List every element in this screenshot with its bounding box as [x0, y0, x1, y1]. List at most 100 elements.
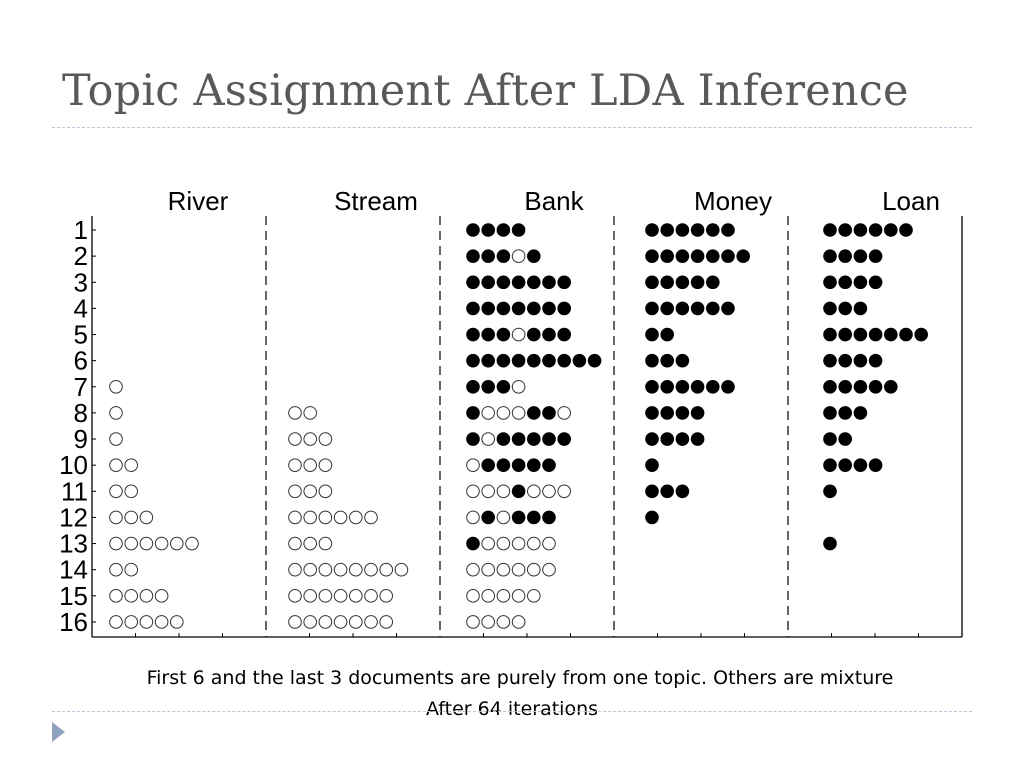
- row-label: 13: [59, 529, 88, 559]
- footer-divider: [52, 711, 972, 712]
- open-dot: [364, 589, 378, 603]
- filled-dot: [645, 510, 659, 525]
- open-dot: [154, 589, 169, 603]
- open-dot: [379, 589, 394, 603]
- filled-dot: [527, 353, 541, 368]
- filled-dot: [884, 379, 898, 394]
- open-dot: [511, 589, 526, 603]
- filled-dot: [675, 379, 690, 394]
- filled-dot: [823, 223, 837, 237]
- filled-dot: [645, 406, 659, 420]
- row-label: 10: [59, 450, 88, 480]
- filled-dot: [690, 223, 705, 237]
- triangle-right-icon[interactable]: [52, 722, 65, 742]
- filled-dot: [868, 379, 883, 394]
- filled-dot: [675, 406, 690, 420]
- open-dot: [288, 589, 302, 603]
- open-dot: [303, 458, 318, 472]
- open-dot: [109, 484, 123, 499]
- filled-dot: [838, 327, 852, 342]
- filled-dot: [706, 379, 720, 394]
- open-dot: [349, 562, 363, 577]
- filled-dot: [868, 275, 883, 290]
- open-dot: [124, 536, 138, 551]
- caption-line-1: First 6 and the last 3 documents are pur…: [146, 667, 894, 689]
- open-dot: [303, 562, 318, 577]
- filled-dot: [914, 327, 928, 342]
- filled-dot: [690, 301, 705, 316]
- filled-dot: [660, 353, 674, 368]
- open-dot: [124, 510, 138, 525]
- filled-dot: [496, 223, 511, 237]
- filled-dot: [884, 223, 898, 237]
- filled-dot: [838, 353, 852, 368]
- filled-dot: [466, 432, 480, 446]
- filled-dot: [823, 353, 837, 368]
- filled-dot: [557, 353, 571, 368]
- open-dot: [303, 589, 318, 603]
- open-dot: [349, 589, 363, 603]
- row-label: 4: [74, 293, 88, 323]
- filled-dot: [853, 406, 868, 420]
- filled-dot: [706, 223, 720, 237]
- open-dot: [318, 458, 333, 472]
- open-dot: [466, 615, 480, 629]
- row-label: 5: [74, 320, 88, 350]
- open-dot: [496, 562, 511, 577]
- open-dot: [496, 484, 511, 499]
- open-dot: [318, 562, 333, 577]
- filled-dot: [481, 379, 496, 394]
- filled-dot: [838, 223, 852, 237]
- filled-dot: [868, 458, 883, 472]
- open-dot: [511, 379, 526, 394]
- open-dot: [333, 589, 348, 603]
- filled-dot: [496, 432, 511, 446]
- filled-dot: [868, 327, 883, 342]
- open-dot: [288, 562, 302, 577]
- open-dot: [318, 589, 333, 603]
- open-dot: [124, 615, 138, 629]
- open-dot: [542, 562, 556, 577]
- filled-dot: [511, 484, 526, 499]
- filled-dot: [542, 275, 556, 290]
- filled-dot: [572, 353, 587, 368]
- filled-dot: [660, 275, 674, 290]
- topic-assignment-chart: River Stream Bank Money Loan 123456789101112…: [59, 186, 963, 638]
- slide-title: Topic Assignment After LDA Inference: [62, 66, 909, 116]
- filled-dot: [706, 275, 720, 290]
- open-dot: [109, 432, 123, 446]
- filled-dot: [645, 458, 659, 472]
- filled-dot: [823, 432, 837, 446]
- filled-dot: [853, 353, 868, 368]
- open-dot: [139, 615, 154, 629]
- open-dot: [379, 615, 394, 629]
- filled-dot: [466, 249, 480, 263]
- open-dot: [139, 589, 154, 603]
- filled-dot: [481, 327, 496, 342]
- filled-dot: [660, 327, 674, 342]
- filled-dot: [481, 353, 496, 368]
- filled-dot: [823, 327, 837, 342]
- filled-dot: [675, 484, 690, 499]
- filled-dot: [527, 510, 541, 525]
- filled-dot: [527, 275, 541, 290]
- row-label: 2: [74, 241, 88, 271]
- row-label: 6: [74, 346, 88, 376]
- dot-marks: [109, 223, 928, 629]
- open-dot: [349, 510, 363, 525]
- open-dot: [481, 406, 496, 420]
- open-dot: [394, 562, 409, 577]
- filled-dot: [511, 432, 526, 446]
- filled-dot: [466, 327, 480, 342]
- filled-dot: [542, 458, 556, 472]
- open-dot: [511, 562, 526, 577]
- open-dot: [109, 615, 123, 629]
- column-label: Money: [694, 186, 772, 216]
- filled-dot: [868, 249, 883, 263]
- open-dot: [288, 406, 302, 420]
- row-label: 1: [74, 215, 88, 245]
- filled-dot: [853, 275, 868, 290]
- open-dot: [333, 510, 348, 525]
- row-label: 15: [59, 581, 88, 611]
